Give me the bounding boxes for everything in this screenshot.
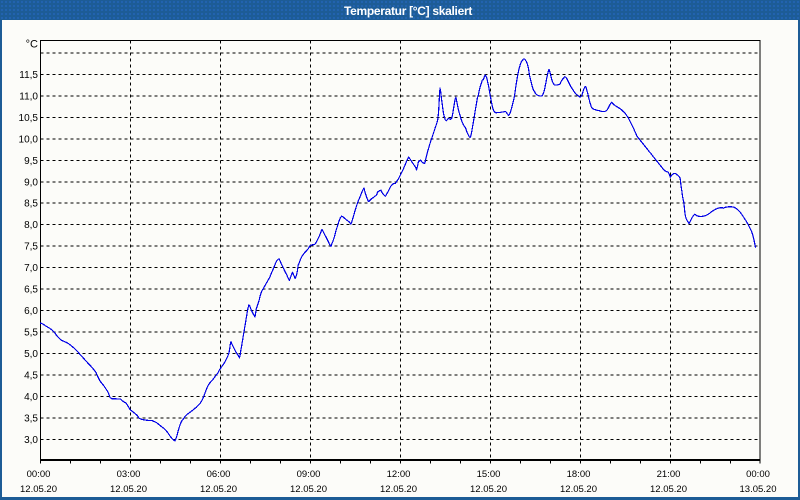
svg-text:12.05.20: 12.05.20: [20, 484, 57, 495]
svg-text:12.05.20: 12.05.20: [290, 484, 327, 495]
svg-text:09:00: 09:00: [297, 469, 321, 480]
svg-text:3,5: 3,5: [24, 413, 38, 424]
svg-text:18:00: 18:00: [567, 469, 591, 480]
svg-text:00:00: 00:00: [746, 469, 770, 480]
svg-text:5,5: 5,5: [24, 328, 38, 339]
svg-text:12.05.20: 12.05.20: [650, 484, 687, 495]
svg-text:8,5: 8,5: [24, 199, 38, 210]
svg-text:8,0: 8,0: [24, 220, 38, 231]
svg-text:5,0: 5,0: [24, 349, 38, 360]
svg-text:12.05.20: 12.05.20: [470, 484, 507, 495]
svg-text:7,0: 7,0: [24, 263, 38, 274]
svg-text:12.05.20: 12.05.20: [110, 484, 147, 495]
svg-text:21:00: 21:00: [657, 469, 681, 480]
svg-text:03:00: 03:00: [117, 469, 141, 480]
svg-text:12.05.20: 12.05.20: [380, 484, 417, 495]
svg-text:11,0: 11,0: [19, 91, 38, 102]
svg-text:7,5: 7,5: [24, 242, 38, 253]
svg-text:6,5: 6,5: [24, 285, 38, 296]
svg-text:10,5: 10,5: [19, 113, 39, 124]
svg-text:12:00: 12:00: [387, 469, 411, 480]
svg-text:9,5: 9,5: [24, 156, 38, 167]
svg-text:3,0: 3,0: [24, 435, 38, 446]
svg-text:°C: °C: [26, 39, 38, 51]
svg-text:10,0: 10,0: [19, 134, 39, 145]
svg-text:11,5: 11,5: [19, 70, 38, 81]
svg-text:12.05.20: 12.05.20: [200, 484, 237, 495]
svg-text:6,0: 6,0: [24, 306, 38, 317]
svg-text:06:00: 06:00: [207, 469, 231, 480]
svg-text:4,0: 4,0: [24, 392, 38, 403]
svg-text:13.05.20: 13.05.20: [740, 484, 777, 495]
svg-text:00:00: 00:00: [27, 469, 51, 480]
svg-text:9,0: 9,0: [24, 177, 38, 188]
svg-text:4,5: 4,5: [24, 370, 38, 381]
svg-text:12.05.20: 12.05.20: [560, 484, 597, 495]
svg-text:15:00: 15:00: [477, 469, 501, 480]
